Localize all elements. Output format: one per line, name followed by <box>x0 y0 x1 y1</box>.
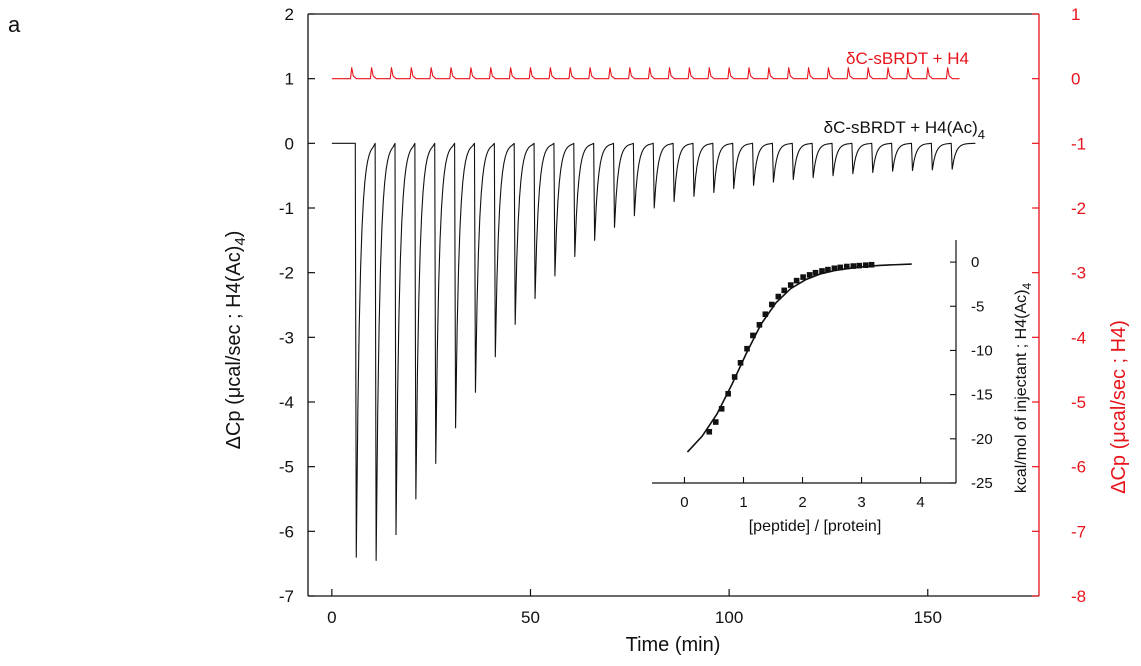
inset-x-tick-label: 4 <box>916 494 924 511</box>
series-line-0 <box>331 67 960 80</box>
inset-y-tick-label: 0 <box>971 254 979 271</box>
inset-data-point <box>862 262 869 268</box>
y-tick-label-right: -2 <box>1071 199 1086 218</box>
inset-ticks: 0 1 2 3 4 0 -5 -10 -15 -20 -25 <box>680 254 992 511</box>
inset-data-point <box>793 277 800 284</box>
y-tick-label-right: -7 <box>1071 522 1086 541</box>
series-layer <box>331 67 976 561</box>
inset-y-tick-label: -25 <box>971 475 993 492</box>
y-tick-label-right: -3 <box>1071 264 1086 283</box>
inset-data-point <box>725 390 731 397</box>
axes-ticks: 210-1-2-3-4-5-6-710-1-2-3-4-5-6-7-80 50 10… <box>279 5 1086 627</box>
y-axis-title-left: ΔCp (μcal/sec ; H4(Ac)4) <box>223 231 249 450</box>
inset-data-point <box>800 274 806 280</box>
y-tick-label-right: 1 <box>1071 5 1080 24</box>
inset-series <box>686 261 912 453</box>
inset-data-point <box>731 374 738 380</box>
inset-data-point <box>712 419 719 425</box>
y-tick-label-left: 0 <box>285 134 294 153</box>
y-tick-label-right: -4 <box>1071 328 1086 347</box>
y-tick-label-right: -6 <box>1071 458 1086 477</box>
inset-data-point <box>819 268 825 274</box>
inset-y-tick-label: -15 <box>971 387 993 404</box>
inset-data-point <box>837 264 844 271</box>
inset-data-point <box>781 287 788 294</box>
x-tick-label: 50 <box>521 608 540 627</box>
y-tick-label-left: 1 <box>285 70 294 89</box>
y-tick-label-left: 2 <box>285 5 294 24</box>
y-tick-label-left: -1 <box>279 199 294 218</box>
y-tick-label-right: -5 <box>1071 393 1086 412</box>
inset-data-point <box>825 266 831 273</box>
x-tick-label: 100 <box>715 608 743 627</box>
x-axis-title: Time (min) <box>626 634 721 656</box>
inset-data-point <box>856 262 862 269</box>
inset-plot: 0 1 2 3 4 0 -5 -10 -15 -20 -25 [peptide] / [protei… <box>652 240 1034 535</box>
inset-data-point <box>762 311 769 318</box>
inset-data-point <box>750 332 756 339</box>
inset-data-point <box>756 322 763 328</box>
inset-x-tick-label: 2 <box>798 494 806 511</box>
x-tick-label: 0 <box>327 608 336 627</box>
inset-data-point <box>737 360 744 366</box>
x-tick-label: 150 <box>914 608 942 627</box>
series-label-h4ac4: δC-sBRDT + H4(Ac)4 <box>824 118 985 142</box>
inset-data-point <box>787 282 794 288</box>
y-tick-label-left: -5 <box>279 458 294 477</box>
y-axis-title-right: ΔCp (μcal/sec ; H4) <box>1108 320 1130 494</box>
y-tick-label-left: -2 <box>279 264 294 283</box>
main-plot-frame <box>307 13 1040 597</box>
inset-data-point <box>775 293 782 300</box>
y-tick-label-right: 0 <box>1071 70 1080 89</box>
inset-y-tick-label: -10 <box>971 342 993 359</box>
y-tick-label-right: -8 <box>1071 587 1086 606</box>
y-tick-label-left: -3 <box>279 328 294 347</box>
inset-data-point <box>744 345 750 352</box>
inset-data-point <box>812 269 819 276</box>
series-label-h4: δC-sBRDT + H4 <box>846 49 969 68</box>
inset-x-tick-label: 3 <box>857 494 865 511</box>
inset-x-tick-label: 1 <box>739 494 747 511</box>
inset-data-point <box>831 265 838 272</box>
y-tick-label-left: -4 <box>279 393 294 412</box>
inset-y-tick-label: -5 <box>971 298 984 315</box>
inset-x-axis-title: [peptide] / [protein] <box>749 518 882 535</box>
y-tick-label-left: -7 <box>279 587 294 606</box>
inset-data-point <box>718 405 725 412</box>
y-tick-label-right: -1 <box>1071 134 1086 153</box>
inset-data-point <box>843 263 850 270</box>
inset-data-point <box>806 272 813 278</box>
inset-data-point <box>706 428 713 435</box>
y-tick-label-left: -6 <box>279 522 294 541</box>
inset-data-point <box>868 261 875 268</box>
inset-data-point <box>850 263 857 269</box>
panel-label: a <box>8 12 21 37</box>
series-line-1 <box>331 142 976 561</box>
inset-data-point <box>769 301 775 308</box>
inset-x-tick-label: 0 <box>680 494 688 511</box>
inset-y-tick-label: -20 <box>971 431 993 448</box>
inset-y-axis-title: kcal/mol of injectant ; H4(Ac)4 <box>1013 283 1034 494</box>
